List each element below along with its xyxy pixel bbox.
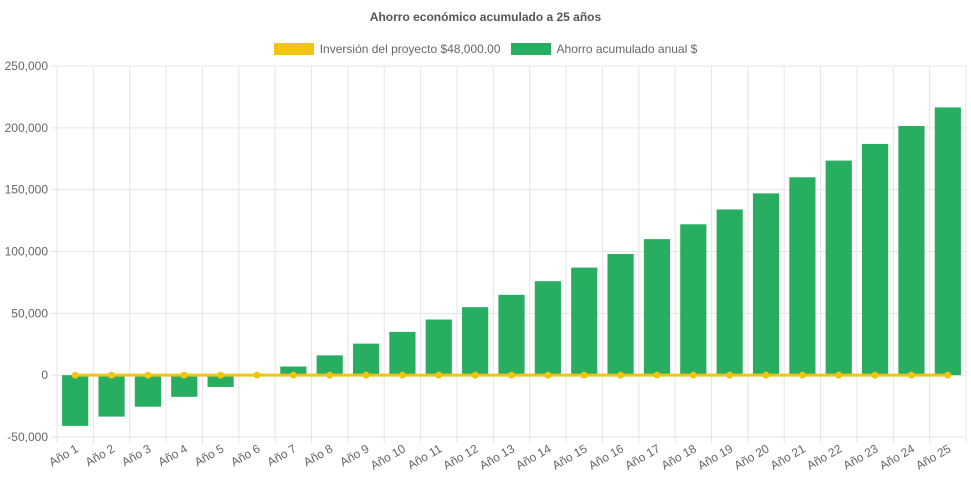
- x-tick-label: Año 21: [768, 441, 808, 472]
- line-point: [217, 371, 225, 379]
- x-tick-label: Año 17: [622, 441, 662, 472]
- x-tick-label: Año 3: [119, 441, 153, 469]
- bar: [498, 294, 525, 376]
- bar: [643, 239, 671, 376]
- line-point: [907, 371, 915, 379]
- line-point: [871, 371, 879, 379]
- line-point: [508, 371, 515, 379]
- y-tick-label: 50,000: [11, 306, 48, 320]
- bar: [280, 366, 307, 376]
- x-tick-label: Año 2: [83, 441, 117, 469]
- bar: [134, 375, 161, 407]
- bar: [571, 267, 598, 376]
- bar: [462, 307, 489, 376]
- legend: Inversión del proyecto $48,000.00 Ahorro…: [0, 42, 971, 56]
- line-point: [180, 371, 188, 379]
- line-point: [108, 371, 116, 379]
- bar: [352, 343, 380, 376]
- bar: [534, 281, 561, 376]
- bar: [207, 375, 234, 387]
- x-tick-label: Año 24: [877, 441, 917, 472]
- x-tick-label: Año 23: [841, 441, 881, 472]
- legend-label-investment: Inversión del proyecto $48,000.00: [319, 42, 501, 56]
- line-point: [289, 371, 297, 379]
- x-tick-label: Año 15: [550, 441, 590, 472]
- line-point: [71, 371, 79, 379]
- bar: [934, 107, 961, 376]
- x-tick-label: Año 12: [441, 441, 481, 472]
- x-tick-label: Año 19: [695, 441, 735, 472]
- x-tick-label: Año 1: [47, 441, 81, 469]
- line-point: [544, 371, 552, 379]
- x-tick-label: Año 6: [228, 441, 262, 469]
- x-tick-label: Año 20: [732, 441, 772, 472]
- line-point: [326, 371, 334, 379]
- bar: [789, 177, 816, 376]
- x-tick-label: Año 9: [337, 441, 371, 469]
- bar: [716, 209, 743, 376]
- x-tick-label: Año 11: [405, 441, 444, 472]
- x-tick-label: Año 10: [368, 441, 408, 472]
- line-point: [471, 371, 479, 379]
- chart-title: Ahorro económico acumulado a 25 años: [369, 10, 602, 24]
- line-point: [726, 371, 734, 379]
- line-point: [944, 371, 952, 379]
- y-tick-label: 200,000: [5, 121, 49, 135]
- bar: [171, 375, 198, 397]
- x-tick-label: Año 13: [477, 441, 517, 472]
- bar: [98, 375, 125, 417]
- line-point: [762, 371, 770, 379]
- bar: [316, 355, 343, 376]
- bar: [862, 143, 889, 376]
- x-tick-label: Año 14: [513, 441, 553, 472]
- bar: [389, 331, 416, 376]
- y-tick-label: 100,000: [5, 245, 49, 259]
- x-tick-label: Año 16: [586, 441, 626, 472]
- x-tick-label: Año 25: [913, 441, 953, 472]
- legend-swatch-savings: [510, 43, 551, 55]
- bar: [825, 160, 852, 376]
- y-tick-label: -50,000: [7, 430, 48, 444]
- legend-item-investment[interactable]: Inversión del proyecto $48,000.00: [273, 42, 501, 56]
- legend-swatch-investment: [273, 43, 314, 55]
- bar: [680, 224, 707, 376]
- x-tick-label: Año 18: [659, 441, 699, 472]
- line-point: [435, 371, 443, 379]
- bar: [898, 125, 925, 376]
- y-tick-label: 0: [41, 368, 48, 382]
- line-point: [617, 371, 625, 379]
- line-point: [653, 371, 661, 379]
- x-tick-label: Año 7: [265, 441, 299, 469]
- x-tick-label: Año 4: [156, 441, 190, 469]
- y-tick-label: 250,000: [5, 59, 49, 73]
- bar: [425, 319, 452, 376]
- bar: [752, 193, 780, 376]
- line-point: [798, 371, 806, 379]
- line-point: [689, 371, 697, 379]
- bar: [607, 253, 634, 376]
- legend-item-savings[interactable]: Ahorro acumulado anual $: [510, 42, 698, 56]
- x-tick-label: Año 22: [804, 441, 844, 472]
- line-point: [144, 371, 152, 379]
- y-tick-label: 150,000: [5, 183, 49, 197]
- line-point: [398, 371, 406, 379]
- line-point: [835, 371, 843, 379]
- line-point: [362, 371, 370, 379]
- x-tick-label: Año 5: [192, 441, 226, 469]
- line-point: [580, 371, 588, 379]
- line-point: [253, 371, 261, 379]
- legend-label-savings: Ahorro acumulado anual $: [556, 42, 698, 56]
- bar: [62, 375, 89, 426]
- x-tick-label: Año 8: [301, 441, 335, 469]
